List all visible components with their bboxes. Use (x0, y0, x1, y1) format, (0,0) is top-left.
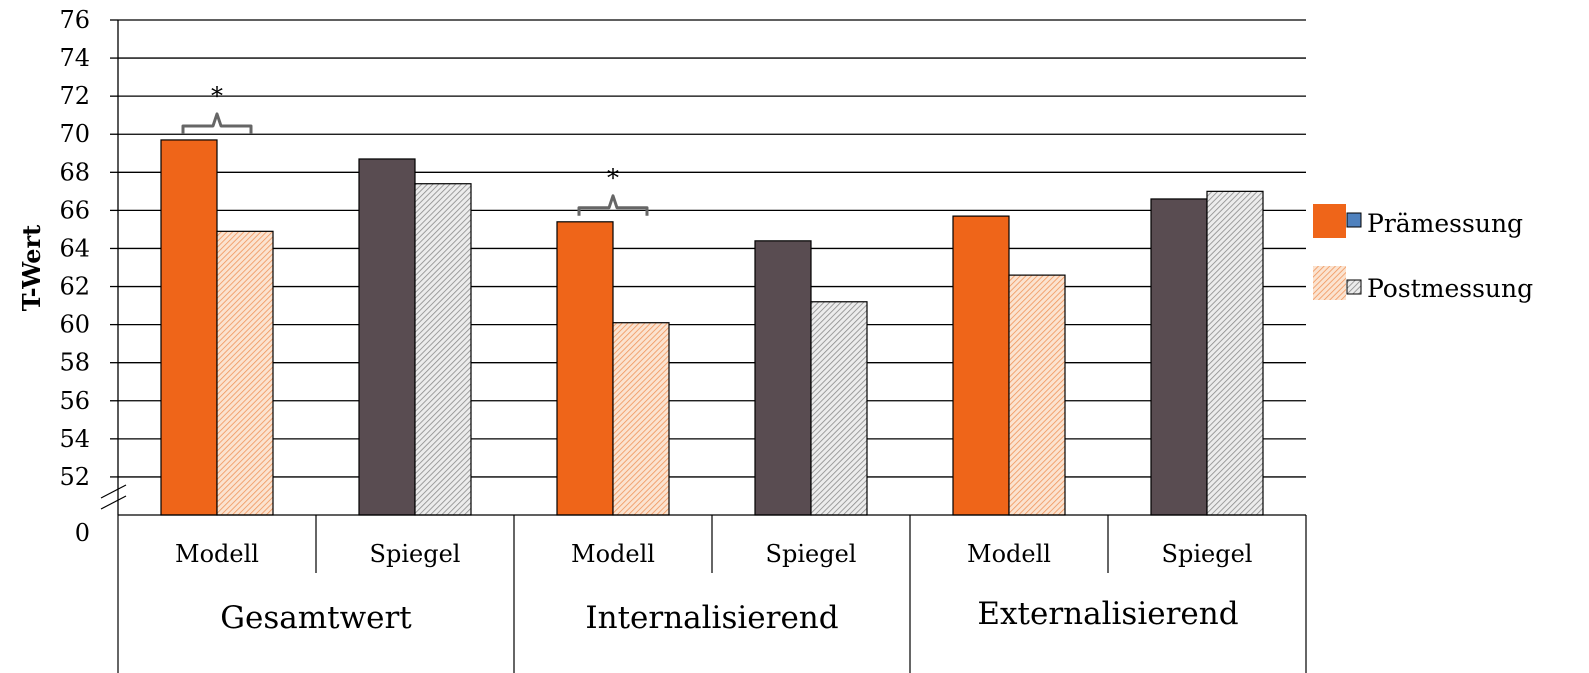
x-axis-table: Modell Spiegel Modell Spiegel Modell Spiegel G… (117, 514, 1307, 673)
x-category-label: Spiegel (370, 540, 461, 568)
x-category-label: Modell (967, 540, 1051, 568)
y-tick-label: 66 (59, 196, 90, 224)
legend-marker-post (1346, 279, 1362, 295)
legend-marker-pre (1346, 212, 1362, 228)
y-tick-label: 54 (59, 425, 90, 453)
bar-pre-1 (358, 158, 416, 516)
bar-post-5 (1206, 190, 1264, 516)
x-group-label: Externalisierend (977, 596, 1238, 632)
bar-post-1 (414, 183, 472, 516)
axis-break-mark (100, 495, 127, 510)
significance-bracket (577, 194, 649, 216)
axis-break-mark (100, 484, 127, 499)
x-category-label: Spiegel (766, 540, 857, 568)
bar-post-3 (810, 301, 868, 516)
gridlines (100, 19, 1306, 515)
legend: Prämessung Postmessung (1313, 204, 1533, 303)
y-tick-label: 60 (59, 311, 90, 339)
bar-post-0 (216, 230, 274, 516)
y-tick-labels: 0 52 54 56 58 60 62 64 66 68 70 72 74 76 (59, 6, 90, 547)
y-tick-label: 56 (59, 387, 90, 415)
bar-pre-5 (1150, 198, 1208, 516)
significance-star: * (607, 164, 619, 192)
legend-swatch-post (1313, 266, 1346, 300)
y-tick-label: 64 (59, 234, 90, 262)
y-tick-label: 0 (75, 519, 90, 547)
y-tick-label: 52 (59, 463, 90, 491)
y-tick-label: 74 (59, 44, 90, 72)
x-category-label: Modell (571, 540, 655, 568)
significance-brackets: ** (181, 82, 649, 216)
significance-bracket (181, 112, 253, 134)
y-axis-label: T-Wert (17, 225, 46, 312)
bar-post-4 (1008, 274, 1066, 516)
significance-star: * (211, 82, 223, 110)
bars (160, 139, 1264, 516)
legend-label-post: Postmessung (1367, 274, 1533, 303)
y-tick-label: 62 (59, 273, 90, 301)
bar-post-2 (612, 322, 670, 516)
bar-pre-2 (556, 221, 614, 516)
x-category-label: Spiegel (1162, 540, 1253, 568)
bar-pre-3 (754, 240, 812, 516)
y-tick-label: 76 (59, 6, 90, 34)
y-tick-label: 72 (59, 82, 90, 110)
legend-swatch-pre (1313, 204, 1346, 238)
y-tick-label: 70 (59, 120, 90, 148)
y-tick-label: 58 (59, 349, 90, 377)
x-group-label: Gesamtwert (220, 600, 412, 636)
y-tick-label: 68 (59, 158, 90, 186)
bar-pre-0 (160, 139, 218, 516)
x-group-label: Internalisierend (585, 600, 838, 636)
legend-label-pre: Prämessung (1367, 209, 1523, 238)
x-category-label: Modell (175, 540, 259, 568)
bar-pre-4 (952, 215, 1010, 516)
